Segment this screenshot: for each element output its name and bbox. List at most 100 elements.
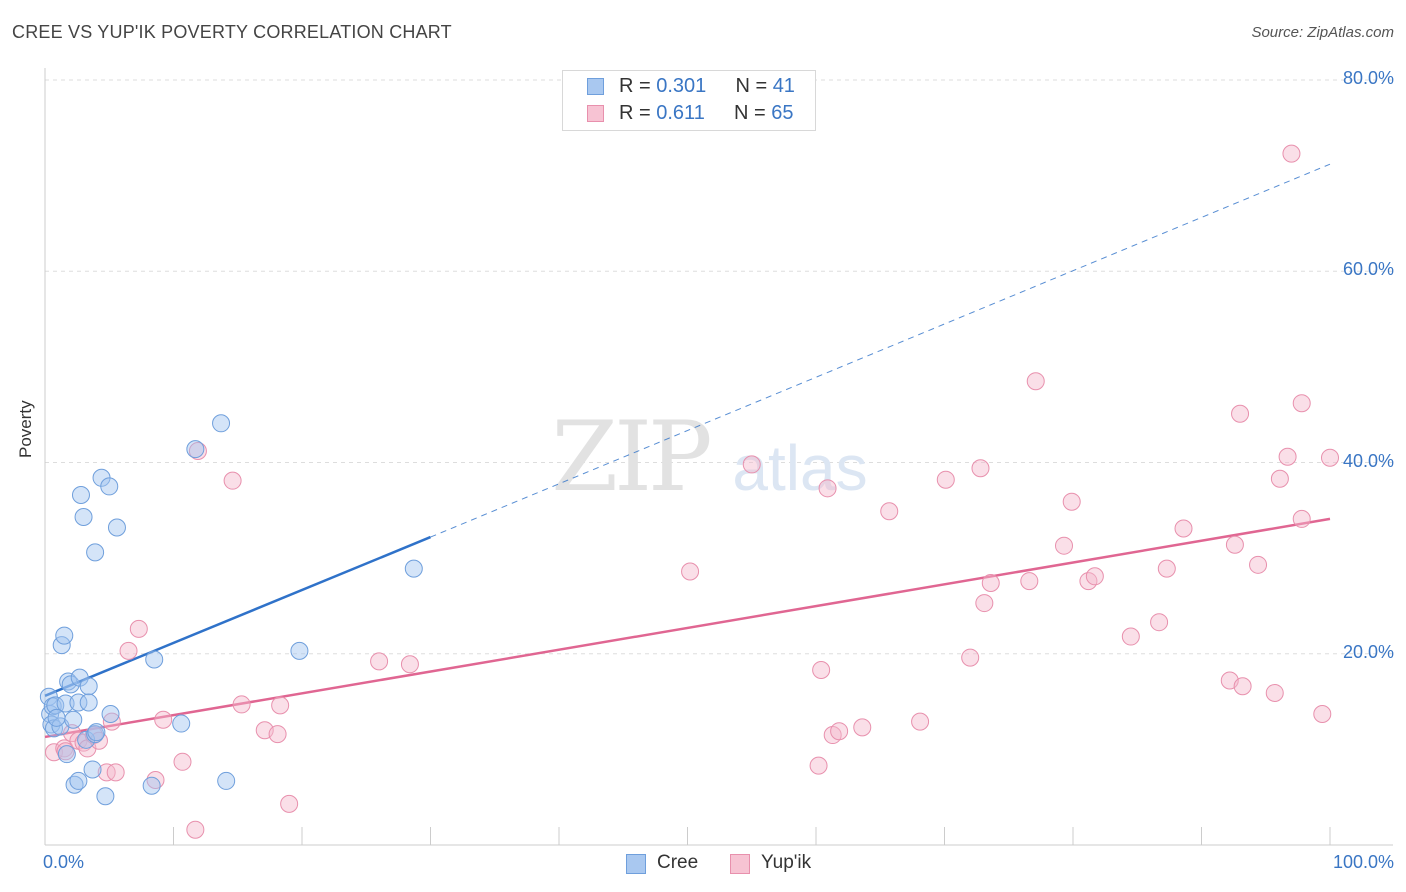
cree-point bbox=[77, 730, 96, 749]
yupik-point bbox=[370, 652, 389, 671]
y-tick-label: 80.0% bbox=[1342, 68, 1394, 88]
watermark-zip: ZIP bbox=[551, 401, 710, 513]
cree-legend-label: Cree bbox=[657, 852, 699, 873]
yupik-point bbox=[818, 479, 837, 498]
cree-point bbox=[172, 714, 191, 733]
yupik-point bbox=[681, 562, 700, 581]
watermark: ZIP atlas bbox=[551, 401, 867, 513]
yupik-point bbox=[173, 752, 192, 771]
yupik-point bbox=[1157, 559, 1176, 578]
cree-point bbox=[64, 710, 83, 729]
cree-point bbox=[57, 745, 76, 764]
cree-point bbox=[79, 677, 98, 696]
yupik-point bbox=[1026, 372, 1045, 391]
yupik-point bbox=[1292, 509, 1311, 528]
yupik-point bbox=[812, 661, 831, 680]
yupik-point bbox=[961, 648, 980, 667]
y-tick-label: 20.0% bbox=[1342, 641, 1394, 662]
yupik-point bbox=[1062, 492, 1081, 511]
y-tick-label: 40.0% bbox=[1342, 450, 1394, 471]
yupik-legend-label: Yup'ik bbox=[761, 852, 812, 873]
yupik-point bbox=[1055, 536, 1074, 555]
source-label: Source: ZipAtlas.com bbox=[1251, 24, 1394, 41]
yupik-point bbox=[809, 756, 828, 775]
yupik-point bbox=[223, 471, 242, 490]
y-axis-label: Poverty bbox=[16, 400, 35, 458]
yupik-point bbox=[1282, 144, 1301, 163]
cree-point bbox=[217, 771, 236, 790]
yupik-n-value: 65 bbox=[771, 102, 794, 124]
cree-point bbox=[142, 776, 161, 795]
yupik-point bbox=[186, 820, 205, 839]
yupik-point bbox=[975, 594, 994, 613]
yupik-point bbox=[154, 710, 173, 729]
yupik-point bbox=[1278, 447, 1297, 466]
yupik-point bbox=[1233, 677, 1252, 696]
cree-point bbox=[59, 672, 78, 691]
cree-point bbox=[100, 477, 119, 496]
cree-swatch bbox=[587, 78, 604, 95]
cree-point bbox=[290, 641, 309, 660]
y-tick-label: 60.0% bbox=[1342, 259, 1394, 280]
cree-point bbox=[87, 723, 106, 742]
yupik-swatch bbox=[587, 105, 604, 122]
watermark-atlas: atlas bbox=[732, 432, 867, 504]
cree-point bbox=[86, 543, 105, 562]
cree-legend-swatch bbox=[626, 854, 646, 874]
yupik-trend-line bbox=[44, 517, 1331, 739]
cree-point bbox=[71, 486, 90, 505]
yupik-point bbox=[1270, 469, 1289, 488]
yupik-point bbox=[232, 695, 251, 714]
yupik-point bbox=[1121, 627, 1140, 646]
yupik-point bbox=[56, 742, 75, 761]
cree-point bbox=[47, 708, 66, 727]
yupik-point bbox=[936, 470, 955, 489]
cree-point bbox=[404, 559, 423, 578]
cree-point bbox=[107, 518, 126, 537]
cree-r-value: 0.301 bbox=[656, 75, 707, 97]
yupik-point bbox=[971, 459, 990, 478]
yupik-point bbox=[1174, 519, 1193, 538]
yupik-point bbox=[1150, 613, 1169, 632]
yupik-point bbox=[1292, 394, 1311, 413]
yupik-point bbox=[1249, 555, 1268, 574]
gridlines bbox=[45, 79, 1393, 655]
yupik-point bbox=[106, 763, 125, 782]
trend-lines bbox=[44, 163, 1331, 739]
yupik-r-label: R = bbox=[619, 102, 657, 124]
yupik-point bbox=[188, 442, 207, 461]
cree-point bbox=[74, 508, 93, 527]
yupik-point bbox=[102, 712, 121, 731]
cree-point bbox=[79, 693, 98, 712]
data-points bbox=[39, 144, 1339, 839]
cree-point bbox=[212, 414, 231, 433]
yupik-point bbox=[911, 712, 930, 731]
yupik-point bbox=[1231, 404, 1250, 423]
cree-point bbox=[44, 719, 63, 738]
yupik-point bbox=[1265, 683, 1284, 702]
cree-point bbox=[69, 693, 88, 712]
x-tick-label: 0.0% bbox=[43, 852, 85, 872]
cree-n-label: N = bbox=[735, 75, 773, 97]
cree-point bbox=[61, 675, 80, 694]
cree-r-label: R = bbox=[619, 75, 657, 97]
cree-trend-line bbox=[44, 535, 431, 697]
cree-point bbox=[83, 760, 102, 779]
yupik-point bbox=[271, 696, 290, 715]
yupik-point bbox=[981, 573, 1000, 592]
series-legend: Cree Yup'ik bbox=[0, 852, 1406, 878]
yupik-point bbox=[1313, 704, 1332, 723]
yupik-point bbox=[1321, 448, 1339, 467]
yupik-point bbox=[129, 619, 148, 638]
cree-point bbox=[186, 440, 205, 459]
yupik-point bbox=[268, 725, 287, 744]
yupik-point bbox=[1085, 567, 1104, 586]
cree-point bbox=[55, 626, 74, 645]
x-tick-label: 100.0% bbox=[1332, 852, 1394, 872]
axes bbox=[44, 68, 1393, 846]
yupik-point bbox=[853, 718, 872, 737]
yupik-point bbox=[742, 455, 761, 474]
yupik-r-value: 0.611 bbox=[656, 102, 705, 124]
yupik-point bbox=[1225, 535, 1244, 554]
